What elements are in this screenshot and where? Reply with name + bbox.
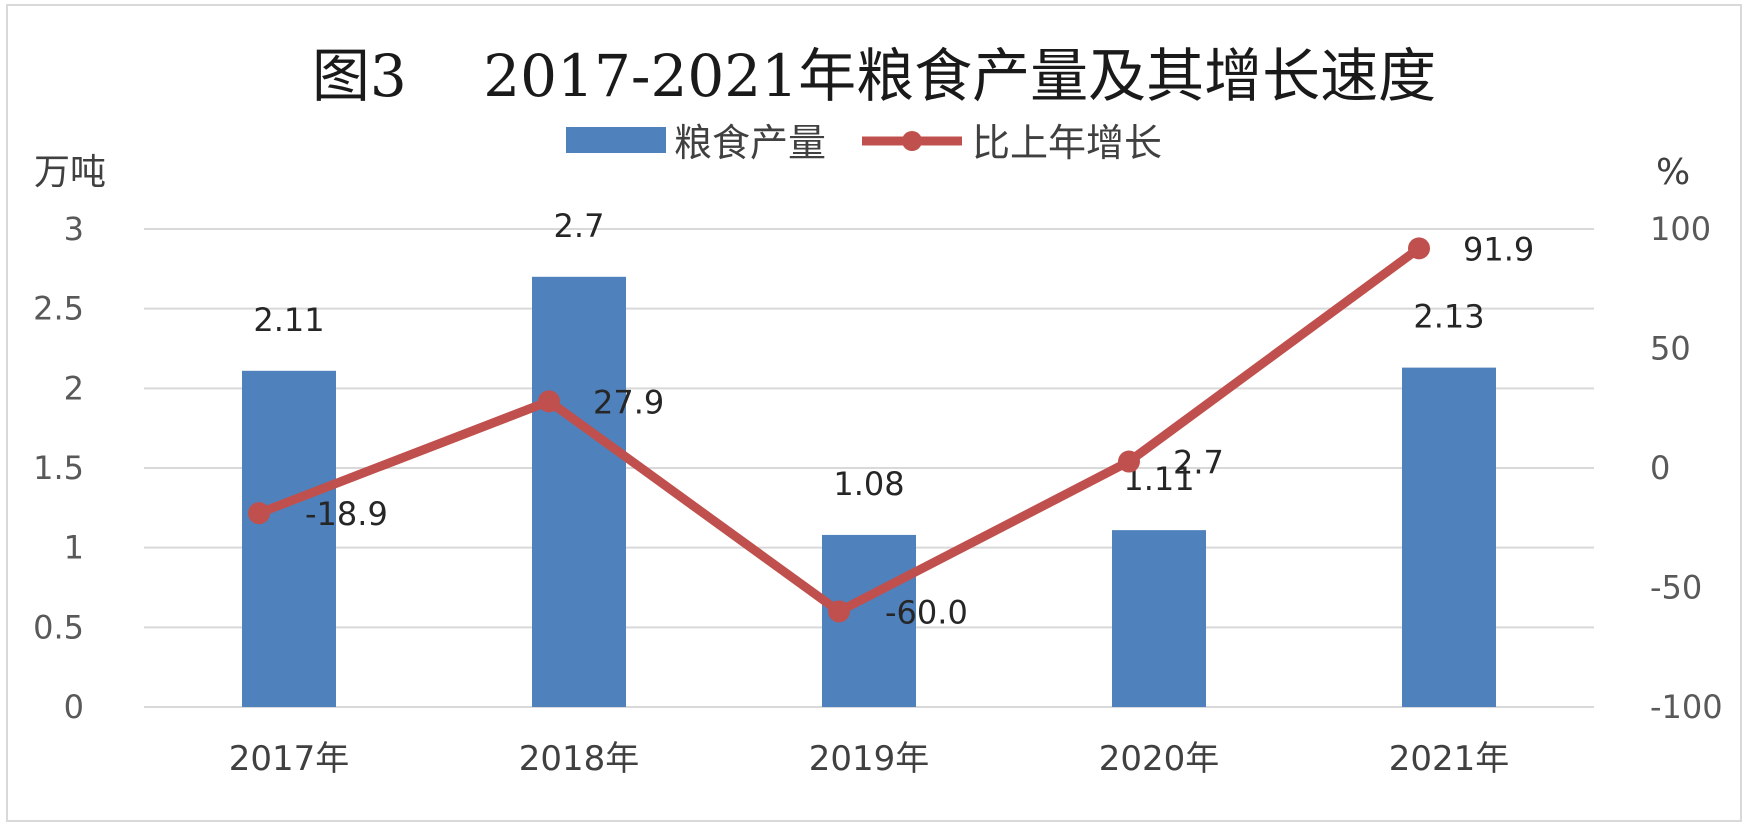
bar-data-label: 2.7 — [554, 207, 605, 245]
right-tick-label: 100 — [1650, 210, 1711, 248]
line-marker — [1118, 450, 1140, 473]
right-tick-label: 0 — [1650, 449, 1670, 487]
line-series: -18.9 27.9 -60.0 2.7 91.9 — [248, 230, 1534, 631]
left-axis-unit: 万吨 — [34, 152, 106, 193]
line-marker — [248, 502, 270, 525]
left-tick-label: 3 — [64, 210, 84, 248]
line-data-label: 91.9 — [1463, 230, 1534, 268]
left-tick-label: 1.5 — [33, 449, 84, 487]
line-marker — [828, 600, 850, 623]
left-tick-label: 2.5 — [33, 290, 84, 328]
x-tick-label: 2021年 — [1389, 739, 1510, 779]
x-tick-label: 2018年 — [519, 739, 640, 779]
left-tick-label: 2 — [64, 369, 84, 407]
x-tick-label: 2017年 — [229, 739, 350, 779]
bar — [1402, 367, 1496, 707]
line-data-label: 27.9 — [593, 383, 664, 421]
legend: 粮食产量 比上年增长 — [566, 121, 1162, 165]
left-tick-label: 1 — [64, 529, 84, 567]
bar-data-label: 2.11 — [253, 301, 324, 339]
legend-label-bar: 粮食产量 — [674, 121, 826, 165]
right-tick-label: -50 — [1650, 569, 1702, 607]
legend-label-line: 比上年增长 — [972, 121, 1162, 165]
bar-series: 2.112.71.08 1.112.13 — [242, 207, 1496, 707]
line-data-label: -60.0 — [885, 593, 968, 631]
chart-title: 图3 2017-2021年粮食产量及其增长速度 — [312, 42, 1436, 110]
line-marker — [538, 390, 560, 413]
x-tick-label: 2019年 — [809, 739, 930, 779]
line-marker — [1408, 237, 1430, 260]
bar-data-label: 2.13 — [1413, 298, 1484, 336]
right-tick-label: 50 — [1650, 330, 1691, 368]
line-data-label: -18.9 — [305, 495, 388, 533]
legend-line-marker — [902, 131, 922, 151]
right-tick-label: -100 — [1650, 688, 1723, 726]
left-tick-label: 0 — [64, 688, 84, 726]
x-tick-label: 2020年 — [1099, 739, 1220, 779]
bar — [1112, 530, 1206, 707]
line-data-label: 2.7 — [1173, 444, 1224, 482]
left-tick-label: 0.5 — [33, 608, 84, 646]
x-axis-ticks: 2017年 2018年 2019年 2020年 2021年 — [229, 739, 1510, 779]
bar-data-label: 1.08 — [833, 465, 904, 503]
left-axis-ticks: 0 0.5 1 1.5 2 2.5 3 — [33, 210, 84, 726]
right-axis-ticks: -100 -50 0 50 100 — [1650, 210, 1723, 726]
legend-bar-swatch — [566, 127, 666, 153]
right-axis-unit: % — [1656, 152, 1690, 193]
bar — [532, 276, 626, 707]
bar — [242, 370, 336, 707]
